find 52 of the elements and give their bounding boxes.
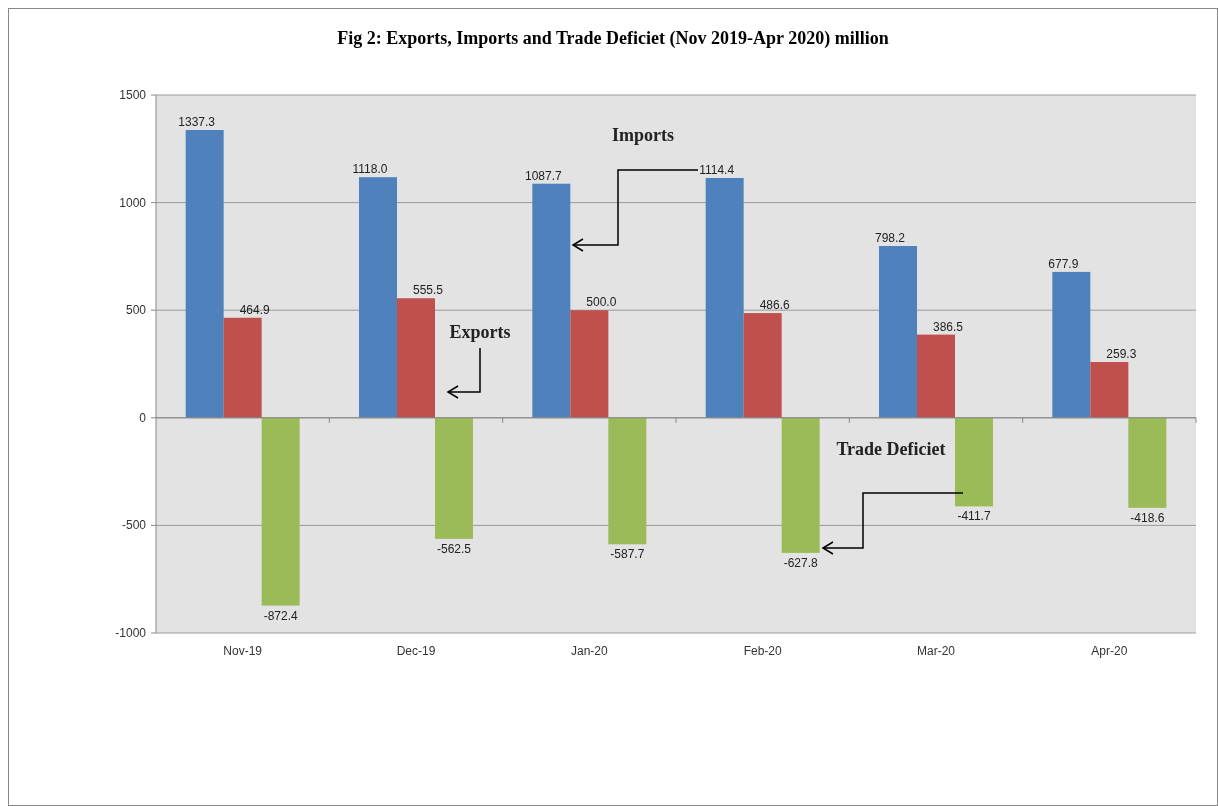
data-label: 798.2 [874, 231, 906, 246]
data-label: -562.5 [436, 541, 472, 556]
data-label: 1087.7 [524, 168, 563, 183]
chart-title: Fig 2: Exports, Imports and Trade Deficiet (Nov 2019-Apr 2020) million [337, 28, 889, 49]
bar [359, 177, 397, 418]
series-label: Trade Deficiet [836, 439, 946, 459]
x-tick-label: Dec-19 [396, 644, 436, 658]
y-tick-label: -500 [121, 518, 147, 533]
data-label: 486.6 [759, 298, 791, 313]
text: Imports [612, 125, 674, 145]
bar [570, 310, 609, 418]
bar [1090, 362, 1129, 418]
data-label: 1118.0 [352, 162, 388, 177]
data-label: 555.5 [412, 283, 444, 298]
data-label: 1114.4 [699, 162, 735, 177]
bar [879, 246, 917, 418]
bar [435, 417, 473, 539]
bar [743, 313, 782, 418]
bar [397, 298, 435, 418]
y-tick-label: 0 [139, 410, 147, 425]
x-tick-label: Feb-20 [743, 644, 782, 658]
y-tick-label: -1000 [115, 626, 147, 640]
data-label: 464.9 [239, 302, 271, 317]
bar [532, 183, 571, 418]
bar [1052, 271, 1091, 418]
bar [608, 417, 647, 545]
data-label: -872.4 [263, 608, 298, 623]
data-label: -411.7 [957, 509, 991, 524]
bar [781, 417, 820, 553]
data-label: 386.5 [932, 319, 964, 334]
data-label: 500.0 [586, 295, 617, 310]
data-label: 677.9 [1048, 256, 1079, 271]
y-tick-label: 500 [125, 303, 147, 318]
x-tick-label: Jan-20 [570, 644, 608, 658]
bar [955, 417, 993, 507]
y-tick-label: 1500 [119, 88, 147, 102]
y-tick-label: 1000 [119, 195, 147, 210]
data-label: 1337.3 [178, 115, 216, 130]
bar [261, 417, 300, 606]
data-label: -418.6 [1130, 510, 1165, 525]
bar [917, 334, 955, 418]
x-tick-label: Apr-20 [1091, 644, 1128, 658]
data-label: -587.7 [610, 547, 645, 562]
x-tick-label: Nov-19 [223, 644, 263, 658]
bar [223, 317, 262, 418]
bar [705, 177, 744, 418]
data-label: 259.3 [1106, 347, 1137, 361]
data-label: -627.8 [783, 555, 818, 570]
series-label: Exports [449, 322, 511, 342]
x-tick-label: Mar-20 [916, 644, 956, 658]
bar [1128, 417, 1167, 508]
bar [185, 130, 224, 418]
